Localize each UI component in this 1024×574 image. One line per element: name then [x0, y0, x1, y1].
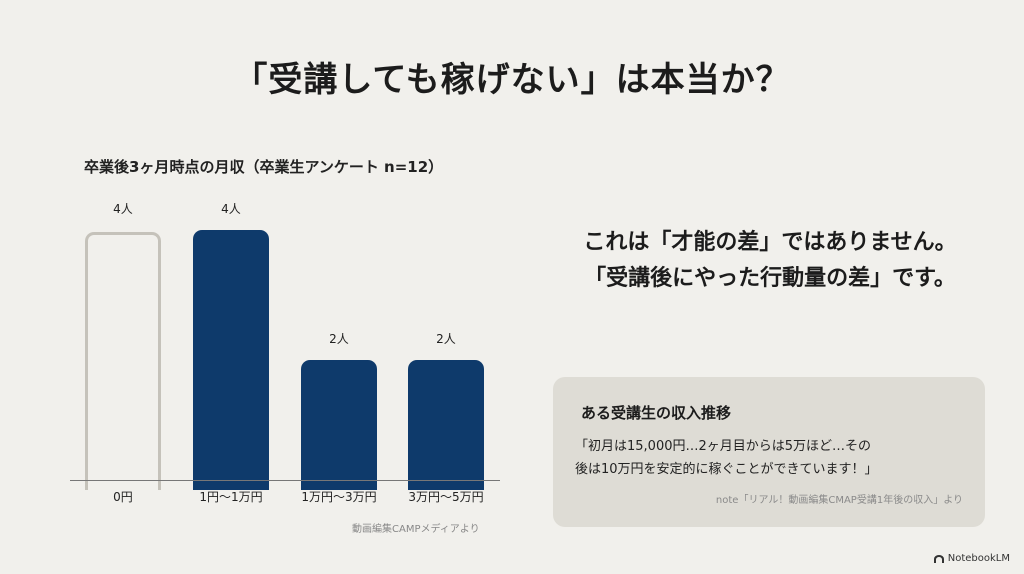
x-tick-label: 1円〜1万円: [199, 490, 263, 504]
key-message-line2: 「受講後にやった行動量の差」です。: [584, 266, 956, 291]
quote-line2: 後は10万円を安定的に稼ぐことができています！」: [575, 462, 878, 477]
x-axis-line: [70, 480, 500, 481]
quote-line1: 「初月は15,000円…2ヶ月目からは5万ほど…その: [575, 439, 872, 454]
x-tick-label: 0円: [113, 490, 133, 504]
bar-10k-30k: [301, 360, 377, 490]
key-message: これは「才能の差」ではありません。 「受講後にやった行動量の差」です。: [540, 225, 1000, 297]
bar-value-label: 2人: [436, 332, 456, 346]
x-tick-label: 1万円〜3万円: [301, 490, 377, 504]
chart-title: 卒業後3ヶ月時点の月収（卒業生アンケート n=12）: [84, 158, 444, 176]
bar-value-label: 4人: [113, 202, 133, 216]
brand-watermark: NotebookLM: [933, 553, 1010, 564]
card-quote: 「初月は15,000円…2ヶ月目からは5万ほど…その 後は10万円を安定的に稼ぐ…: [575, 435, 975, 481]
bar-30k-50k: [408, 360, 484, 490]
bar-value-label: 2人: [329, 332, 349, 346]
bar-0yen: [85, 232, 161, 490]
card-title: ある受講生の収入推移: [581, 404, 732, 422]
slide-title: 「受講しても稼げない」は本当か？: [233, 60, 791, 100]
bar-1yen-10k: [193, 230, 269, 490]
card-source: note「リアル！動画編集CMAP受講1年後の収入」より: [715, 495, 963, 506]
brand-name: NotebookLM: [947, 553, 1010, 564]
testimonial-card: ある受講生の収入推移 「初月は15,000円…2ヶ月目からは5万ほど…その 後は…: [553, 377, 985, 527]
bar-value-label: 4人: [221, 202, 241, 216]
key-message-line1: これは「才能の差」ではありません。: [583, 230, 957, 255]
bar-chart: 4人 4人 2人 2人 0円 1円〜1万円 1万円〜3万円 3万円〜5万円: [70, 190, 510, 504]
chart-source: 動画編集CAMPメディアより: [352, 524, 480, 535]
notebooklm-logo-icon: [933, 555, 944, 563]
x-tick-label: 3万円〜5万円: [408, 490, 484, 504]
